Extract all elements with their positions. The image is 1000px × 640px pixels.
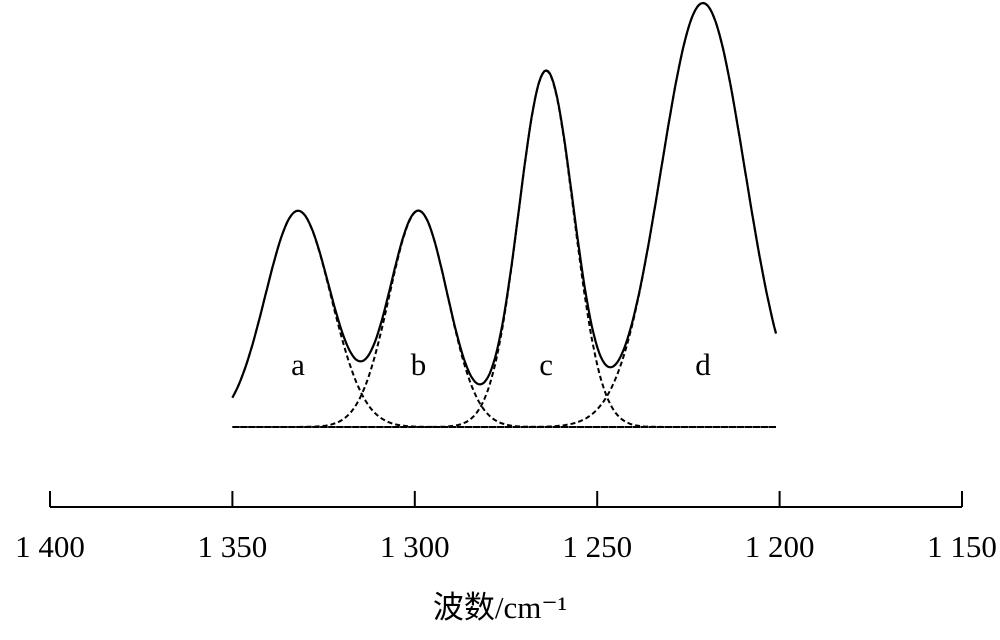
x-axis-label: 波数/cm⁻¹ [433,590,567,625]
fit-component [232,1,777,428]
x-tick-label: 1 250 [562,529,632,564]
x-tick-label: 1 200 [745,529,815,564]
x-tick-label: 1 150 [927,529,997,564]
peak-label: d [695,347,711,382]
x-tick-label: 1 400 [15,529,85,564]
x-tick-label: 1 350 [198,529,268,564]
spectrum-curve [231,1,778,399]
x-tick-label: 1 300 [380,529,450,564]
peak-label: c [539,347,553,382]
peak-label: b [411,347,427,382]
peak-label: a [291,347,305,382]
